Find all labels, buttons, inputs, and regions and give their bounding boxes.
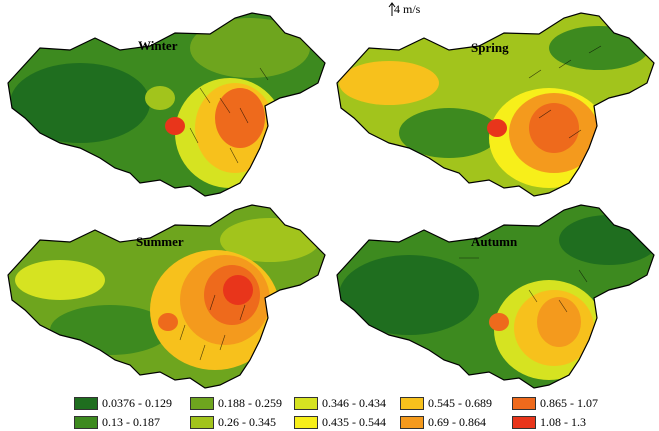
legend-item: 0.188 - 0.259: [190, 394, 282, 412]
season-label-winter: Winter: [138, 38, 178, 53]
winter-map: [7, 12, 326, 197]
summer-map: [7, 204, 326, 389]
legend-label: 0.0376 - 0.129: [102, 395, 172, 410]
legend: 0.0376 - 0.129 0.13 - 0.187 0.188 - 0.25…: [70, 380, 630, 429]
legend-swatch: [190, 396, 214, 410]
wind-reference: [380, 0, 460, 18]
legend-swatch: [74, 415, 98, 429]
map-panel-winter: Winter: [0, 8, 330, 203]
legend-swatch: [400, 396, 424, 410]
legend-label: 0.188 - 0.259: [218, 395, 282, 410]
legend-label: 0.13 - 0.187: [102, 414, 160, 429]
autumn-map: [336, 204, 655, 389]
legend-item: 0.13 - 0.187: [74, 413, 160, 431]
wind-reference-label: 4 m/s: [394, 2, 421, 16]
legend-item: 0.0376 - 0.129: [74, 394, 172, 412]
legend-swatch: [294, 396, 318, 410]
legend-label: 0.26 - 0.345: [218, 414, 276, 429]
season-label-summer: Summer: [136, 234, 184, 249]
legend-item: 1.08 - 1.3: [512, 413, 586, 431]
legend-label: 1.08 - 1.3: [540, 414, 586, 429]
legend-swatch: [400, 415, 424, 429]
legend-label: 0.545 - 0.689: [428, 395, 492, 410]
season-label-spring: Spring: [471, 40, 509, 55]
season-label-autumn: Autumn: [471, 234, 518, 249]
legend-swatch: [512, 396, 536, 410]
legend-item: 0.545 - 0.689: [400, 394, 492, 412]
legend-item: 0.435 - 0.544: [294, 413, 386, 431]
legend-label: 0.865 - 1.07: [540, 395, 598, 410]
legend-item: 0.865 - 1.07: [512, 394, 598, 412]
legend-item: 0.346 - 0.434: [294, 394, 386, 412]
legend-swatch: [512, 415, 536, 429]
map-panel-autumn: Autumn: [329, 200, 659, 395]
legend-swatch: [294, 415, 318, 429]
map-panel-summer: Summer: [0, 200, 330, 395]
legend-label: 0.346 - 0.434: [322, 395, 386, 410]
legend-label: 0.435 - 0.544: [322, 414, 386, 429]
legend-swatch: [74, 396, 98, 410]
map-panel-spring: Spring: [329, 8, 659, 203]
wind-reference-arrow-icon: [388, 2, 396, 16]
legend-label: 0.69 - 0.864: [428, 414, 486, 429]
spring-map: [336, 12, 655, 197]
legend-item: 0.26 - 0.345: [190, 413, 276, 431]
legend-swatch: [190, 415, 214, 429]
legend-item: 0.69 - 0.864: [400, 413, 486, 431]
